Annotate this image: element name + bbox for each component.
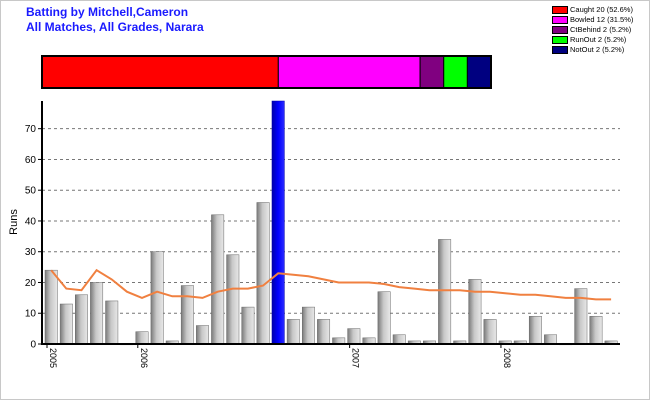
y-tick-label: 10 — [25, 309, 37, 320]
bar — [347, 328, 361, 345]
x-tick-labels: 2005 2006 2007 2008 — [46, 344, 512, 368]
dismissal-segment-1 — [277, 55, 421, 89]
y-tick-label: 60 — [25, 155, 37, 166]
bar — [377, 291, 391, 345]
bar — [544, 334, 557, 345]
chart-title: Batting by Mitchell,Cameron — [26, 5, 189, 19]
bar — [196, 325, 209, 345]
x-tick-label: 2005 — [48, 348, 58, 368]
bar — [135, 331, 149, 345]
y-tick-label: 20 — [25, 278, 37, 289]
y-tick-label: 40 — [25, 216, 37, 227]
y-tick-label: 30 — [25, 247, 37, 258]
legend-label: RunOut 2 (5.2%) — [570, 35, 627, 44]
legend-label: CtBehind 2 (5.2%) — [570, 25, 632, 34]
bar — [589, 316, 603, 345]
grid-lines — [42, 128, 620, 314]
x-tick-label: 2006 — [139, 348, 149, 368]
bar — [301, 306, 315, 345]
bar — [468, 279, 482, 345]
dismissal-segment-0 — [41, 55, 279, 89]
bar — [438, 239, 452, 345]
chart-subtitle: All Matches, All Grades, Narara — [26, 20, 204, 34]
bar-highlight — [271, 100, 285, 345]
legend-swatch — [552, 6, 568, 15]
legend-swatch — [552, 46, 568, 55]
bar — [317, 319, 331, 345]
legend-item-runout: RunOut 2 (5.2%) — [552, 35, 633, 45]
dismissal-segment-4 — [466, 55, 492, 89]
bar — [44, 269, 58, 345]
average-line-group — [50, 268, 612, 301]
bar — [59, 303, 73, 345]
dismissal-segment-2 — [419, 55, 445, 89]
legend-swatch — [552, 16, 568, 25]
legend-swatch — [552, 36, 568, 45]
bar — [226, 254, 240, 345]
bar — [528, 316, 542, 345]
legend-item-ctbehind: CtBehind 2 (5.2%) — [552, 25, 633, 35]
x-tick-label: 2007 — [351, 348, 361, 368]
legend-label: NotOut 2 (5.2%) — [570, 45, 625, 54]
legend-item-caught: Caught 20 (52.6%) — [552, 5, 633, 15]
bar — [392, 334, 406, 345]
average-line — [50, 268, 612, 301]
y-tick-label: 70 — [25, 124, 37, 135]
bar — [483, 319, 497, 345]
y-tick-label: 50 — [25, 186, 37, 197]
dismissal-segment-3 — [443, 55, 468, 89]
bar — [90, 282, 104, 345]
legend-label: Bowled 12 (31.5%) — [570, 15, 634, 24]
bars — [44, 100, 618, 346]
axes — [41, 101, 620, 345]
legend-item-notout: NotOut 2 (5.2%) — [552, 45, 633, 55]
bar — [105, 300, 119, 345]
legend-label: Caught 20 (52.6%) — [570, 5, 633, 14]
bar — [241, 306, 255, 345]
bar — [75, 294, 88, 345]
legend-swatch — [552, 26, 568, 35]
y-axis-label: Runs — [8, 209, 20, 235]
bar — [150, 251, 164, 345]
dismissal-summary-bar — [41, 55, 492, 89]
bar — [180, 285, 194, 345]
dismissal-bar-outline — [41, 55, 492, 89]
bar — [286, 319, 300, 345]
bar — [256, 202, 270, 345]
legend-item-bowled: Bowled 12 (31.5%) — [552, 15, 633, 25]
x-tick-label: 2008 — [502, 348, 512, 368]
dismissal-legend: Caught 20 (52.6%) Bowled 12 (31.5%) CtBe… — [552, 5, 633, 55]
y-tick-label: 0 — [30, 340, 36, 351]
y-tick-labels: 0 10 20 30 40 50 60 70 — [25, 124, 42, 351]
bar — [211, 214, 225, 345]
